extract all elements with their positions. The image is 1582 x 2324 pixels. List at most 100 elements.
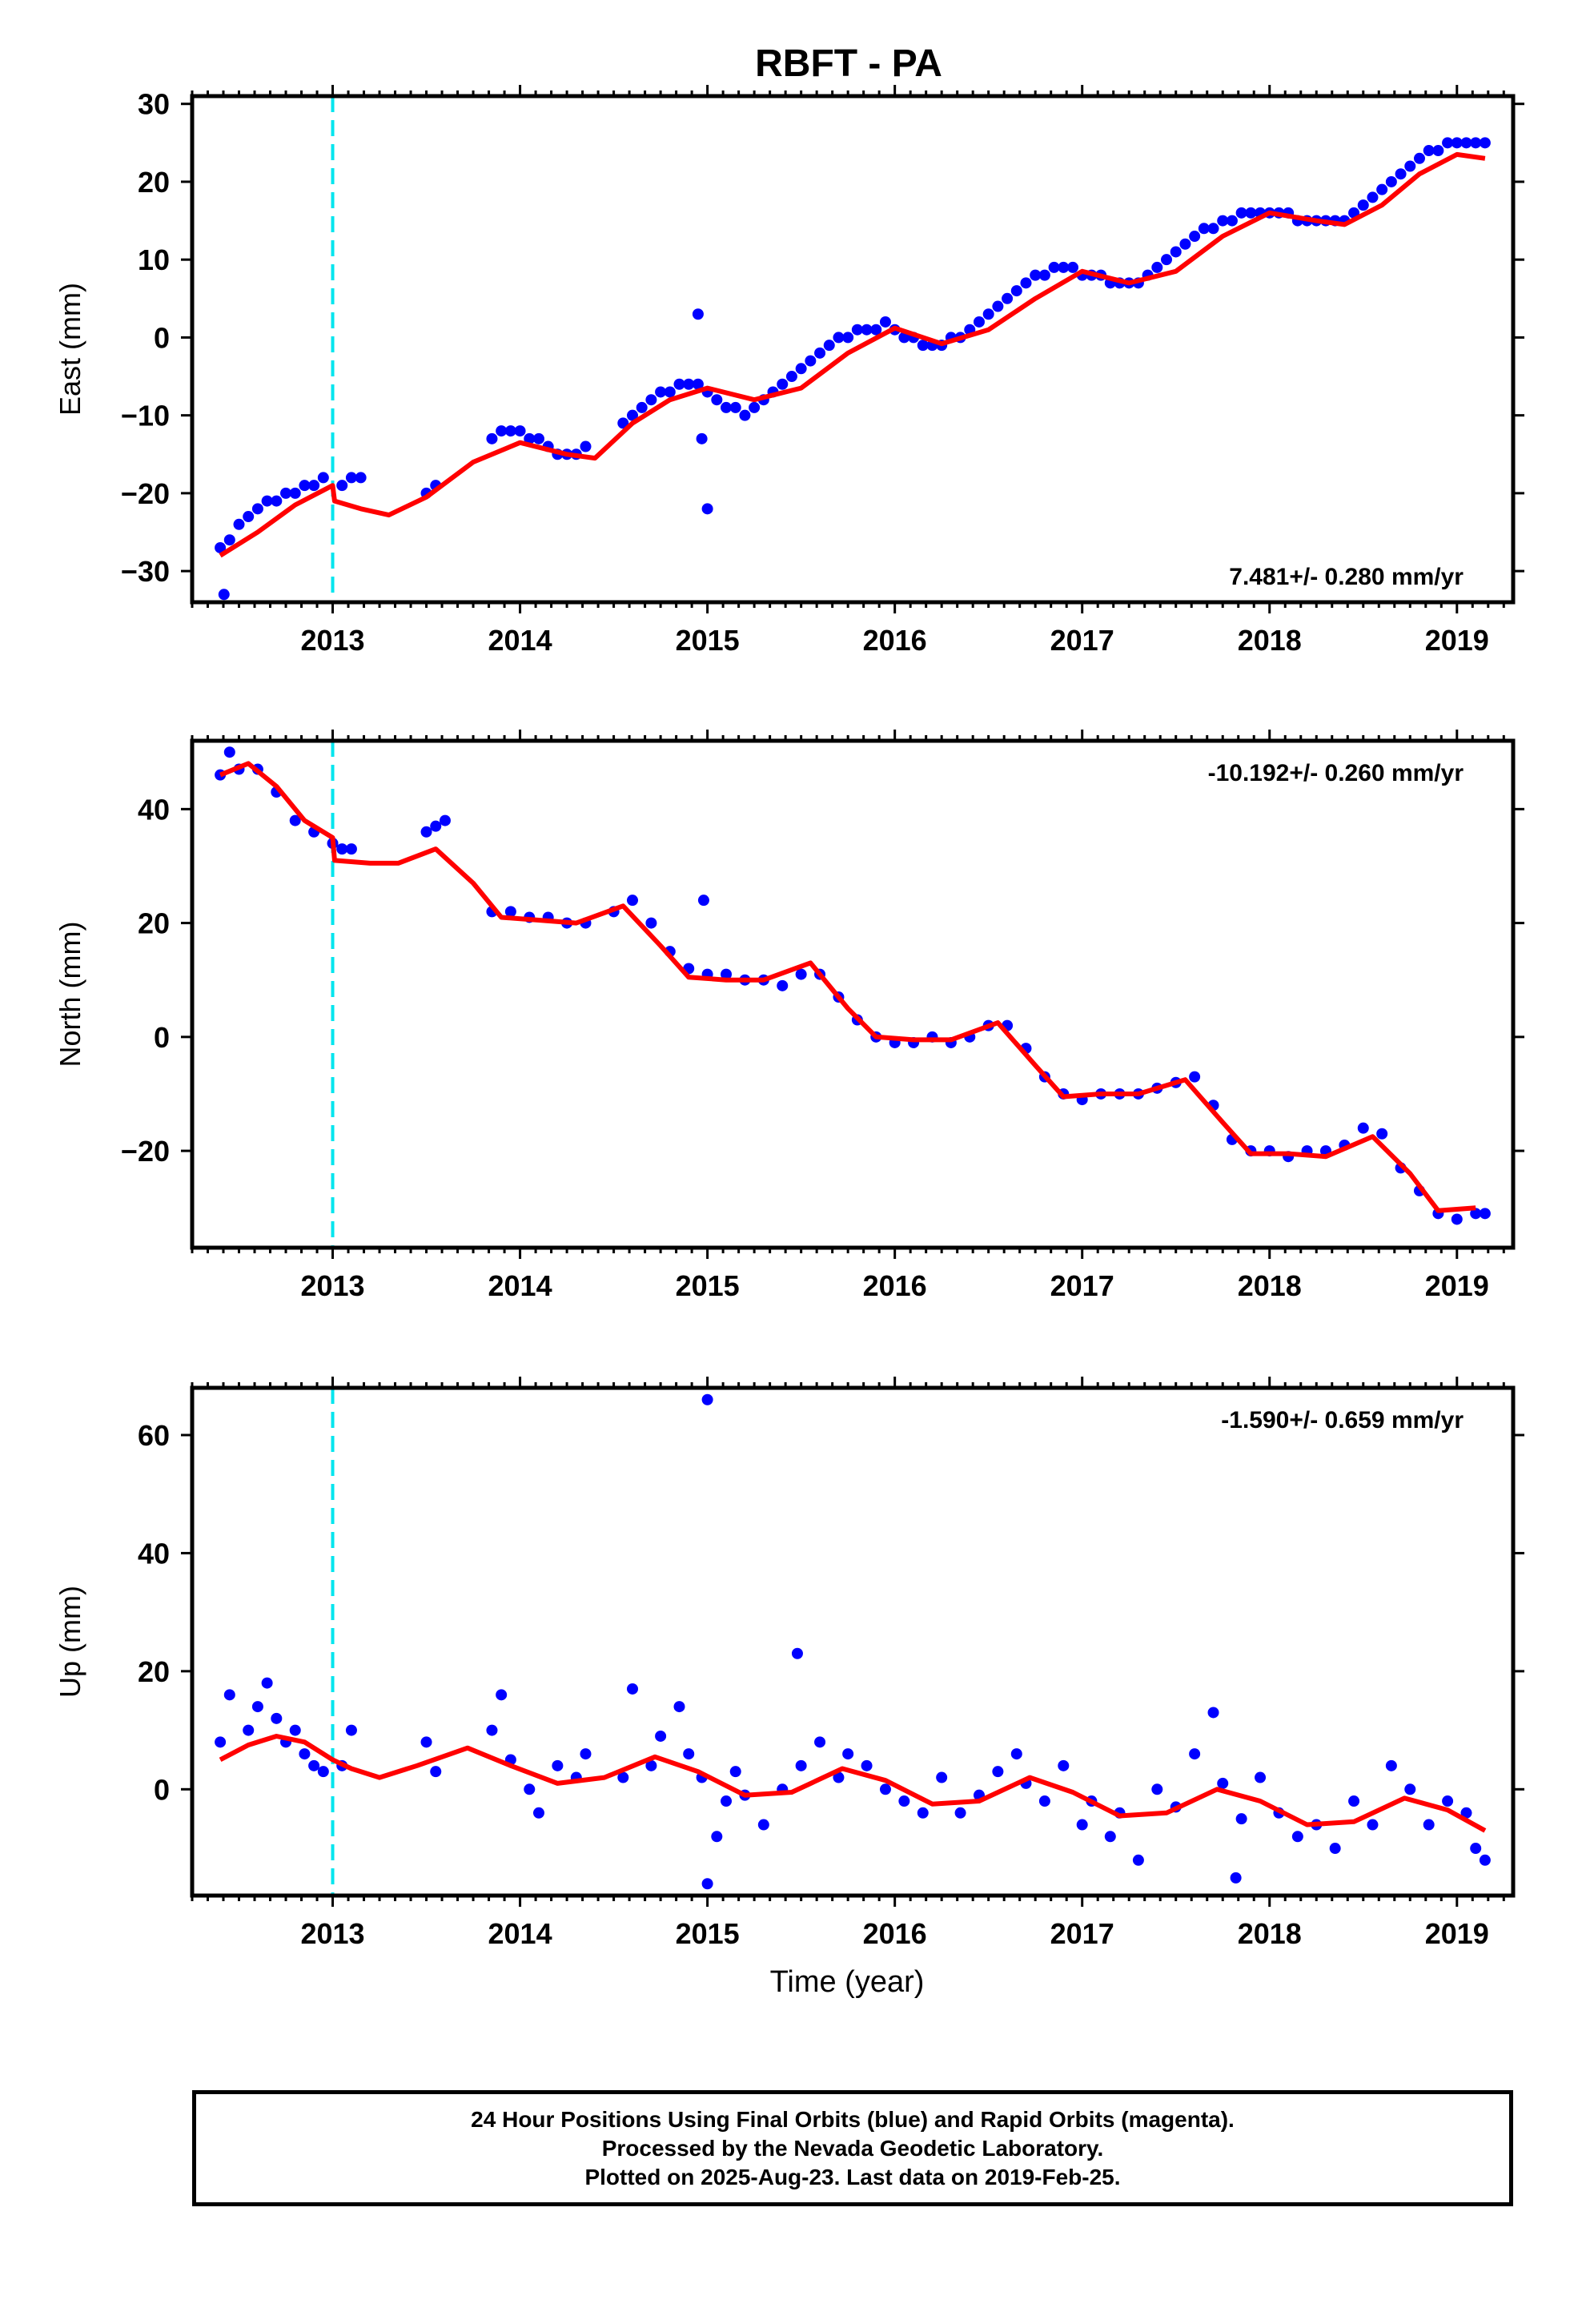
y-tick-label: 30 — [138, 88, 170, 121]
east-point — [218, 589, 230, 601]
x-tick-label: 2014 — [488, 624, 552, 657]
footer-line-processed-by: Processed by the Nevada Geodetic Laborat… — [601, 2135, 1104, 2161]
north-point — [777, 979, 789, 991]
up-point — [655, 1730, 667, 1742]
up-point — [524, 1783, 536, 1795]
x-tick-label: 2017 — [1050, 1917, 1114, 1950]
east-point — [289, 487, 301, 499]
east-point — [833, 332, 845, 344]
east-point — [1385, 175, 1397, 187]
east-point — [1189, 231, 1201, 243]
up-point — [1470, 1843, 1482, 1855]
east-point — [1020, 277, 1032, 289]
up-point — [1010, 1748, 1022, 1760]
east-point — [870, 324, 882, 336]
north-point — [697, 895, 709, 907]
east-point — [617, 417, 629, 429]
up-point — [992, 1766, 1004, 1778]
north-point — [504, 906, 516, 918]
north-plot-frame — [190, 738, 1516, 1250]
up-point — [673, 1701, 685, 1713]
north-point — [721, 968, 733, 980]
up-point — [486, 1724, 498, 1736]
up-point — [243, 1724, 255, 1736]
up-point — [1217, 1777, 1229, 1789]
up-point — [317, 1766, 329, 1778]
x-tick-label: 2013 — [300, 1917, 364, 1950]
east-point — [1376, 183, 1388, 195]
y-tick-label: −20 — [121, 477, 170, 510]
east-point — [1357, 199, 1369, 211]
footer-caption-box: 24 Hour Positions Using Final Orbits (bl… — [192, 2090, 1513, 2206]
east-point — [664, 386, 676, 398]
east-point — [1151, 261, 1163, 273]
north-point — [289, 814, 301, 826]
x-tick-label: 2018 — [1238, 624, 1302, 657]
up-point — [261, 1677, 273, 1689]
north-point — [1451, 1213, 1463, 1225]
up-point — [1207, 1707, 1219, 1719]
east-point — [317, 472, 329, 484]
east-point — [1226, 215, 1238, 227]
up-point — [223, 1689, 235, 1701]
up-point — [289, 1724, 301, 1736]
x-tick-label: 2019 — [1425, 1917, 1489, 1950]
up-point — [701, 1393, 713, 1405]
footer-line-orbits: 24 Hour Positions Using Final Orbits (bl… — [471, 2106, 1235, 2132]
east-point — [729, 401, 741, 413]
east-point — [1442, 137, 1454, 149]
panel-north: 2013 2014 2015 2016 2017 2018 2019 −20 0 20 40 Nort… — [54, 730, 1524, 1302]
x-tick-label: 2013 — [300, 624, 364, 657]
north-point — [1479, 1208, 1491, 1220]
east-point — [1235, 207, 1247, 219]
east-point — [1067, 261, 1078, 273]
up-point — [1189, 1748, 1201, 1760]
east-point — [823, 340, 835, 352]
up-point — [1255, 1771, 1267, 1783]
east-point — [280, 487, 292, 499]
up-point — [1038, 1795, 1050, 1807]
east-point — [355, 472, 367, 484]
y-tick-label: 20 — [138, 1655, 170, 1688]
north-point — [223, 746, 235, 758]
y-tick-label: 0 — [154, 1773, 170, 1806]
up-point — [721, 1795, 733, 1807]
east-point — [580, 440, 592, 452]
up-point — [757, 1819, 769, 1831]
east-point — [1030, 269, 1042, 281]
east-point — [486, 432, 498, 444]
east-point — [627, 409, 638, 421]
east-point — [814, 347, 826, 359]
east-point — [1002, 292, 1014, 304]
up-point — [879, 1783, 891, 1795]
y-tick-label: 0 — [154, 321, 170, 354]
up-point — [271, 1712, 283, 1724]
east-point — [795, 363, 807, 375]
east-point — [711, 394, 723, 406]
east-point — [992, 300, 1004, 312]
east-point — [785, 371, 797, 383]
x-tick-label: 2019 — [1425, 624, 1489, 657]
north-point — [795, 968, 807, 980]
up-point — [898, 1795, 910, 1807]
north-model-curve — [219, 761, 1476, 1213]
up-point — [299, 1748, 311, 1760]
east-point — [524, 432, 536, 444]
east-point — [514, 425, 526, 437]
up-point — [308, 1759, 320, 1771]
east-point — [701, 503, 713, 515]
north-point — [1189, 1071, 1201, 1083]
up-point — [496, 1689, 508, 1701]
up-point — [683, 1748, 695, 1760]
east-point — [805, 355, 817, 367]
up-point — [645, 1759, 657, 1771]
east-point — [308, 480, 320, 492]
x-tick-label: 2018 — [1238, 1917, 1302, 1950]
up-point — [627, 1683, 638, 1695]
east-point — [673, 378, 685, 390]
up-point — [1058, 1759, 1070, 1771]
north-rate-label: -10.192+/- 0.260 mm/yr — [1208, 760, 1464, 786]
east-plot-frame — [190, 94, 1516, 605]
north-point — [420, 826, 432, 838]
east-point — [777, 378, 789, 390]
